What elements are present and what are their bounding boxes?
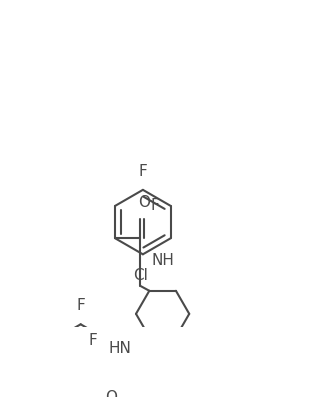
Text: O: O xyxy=(105,390,118,397)
Text: HN: HN xyxy=(108,341,131,356)
Text: F: F xyxy=(76,298,85,313)
Text: F: F xyxy=(138,164,147,179)
Text: F: F xyxy=(151,198,160,214)
Text: O: O xyxy=(138,195,151,210)
Text: F: F xyxy=(89,333,97,348)
Text: NH: NH xyxy=(151,253,174,268)
Text: Cl: Cl xyxy=(133,268,147,283)
